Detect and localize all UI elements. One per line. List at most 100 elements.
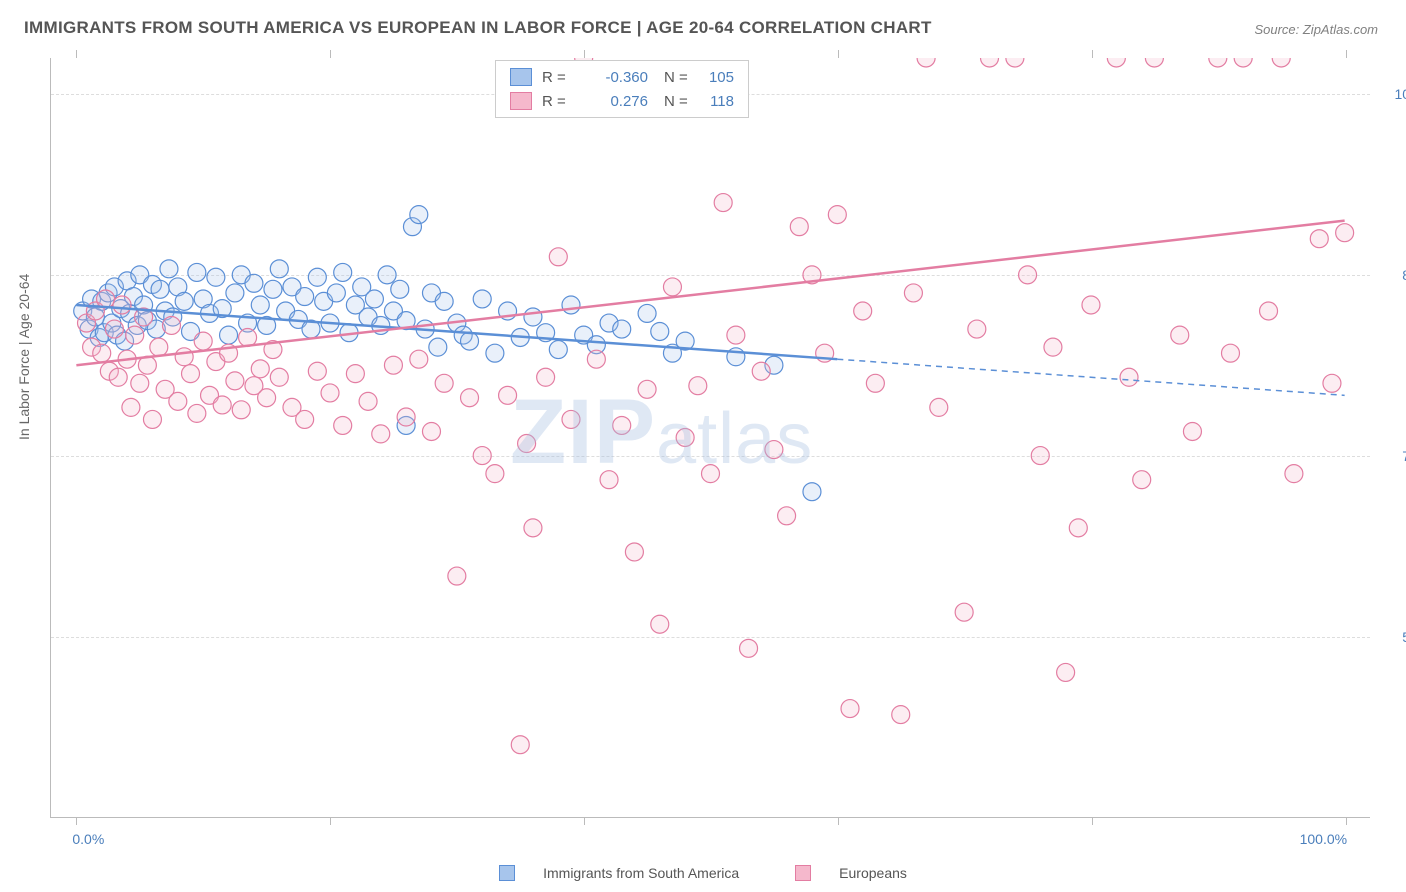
data-point [524, 308, 542, 326]
data-point [955, 603, 973, 621]
legend-label: Europeans [839, 865, 907, 881]
plot-area: 55.0%70.0%85.0%100.0%0.0%100.0% [50, 58, 1370, 818]
data-point [105, 320, 123, 338]
data-point [511, 736, 529, 754]
data-point [321, 384, 339, 402]
data-point [327, 284, 345, 302]
data-point [162, 316, 180, 334]
data-point [296, 288, 314, 306]
data-point [663, 278, 681, 296]
data-point [524, 519, 542, 537]
data-point [151, 280, 169, 298]
x-tick [330, 817, 331, 825]
data-point [1171, 326, 1189, 344]
data-point [422, 422, 440, 440]
data-point [518, 435, 536, 453]
data-point [638, 380, 656, 398]
correlation-legend-row: R =0.276N =118 [496, 89, 748, 113]
data-point [803, 483, 821, 501]
data-point [1336, 224, 1354, 242]
data-point [126, 326, 144, 344]
data-point [448, 567, 466, 585]
r-value: 0.276 [578, 93, 648, 110]
r-label: R = [542, 69, 578, 86]
data-point [334, 263, 352, 281]
data-point [1183, 422, 1201, 440]
data-point [384, 356, 402, 374]
data-point [765, 441, 783, 459]
x-tick-label: 0.0% [72, 831, 104, 847]
data-point [365, 290, 383, 308]
data-point [270, 260, 288, 278]
data-point [1272, 58, 1290, 67]
data-point [866, 374, 884, 392]
data-point [175, 348, 193, 366]
data-point [752, 362, 770, 380]
data-point [904, 284, 922, 302]
data-point [245, 274, 263, 292]
y-tick-label: 55.0% [1378, 629, 1406, 645]
data-point [122, 398, 140, 416]
data-point [220, 326, 238, 344]
chart-svg [51, 58, 1370, 817]
data-point [740, 639, 758, 657]
n-label: N = [664, 69, 694, 86]
data-point [1260, 302, 1278, 320]
data-point [981, 58, 999, 67]
y-tick-label: 100.0% [1378, 86, 1406, 102]
data-point [226, 372, 244, 390]
data-point [93, 344, 111, 362]
legend-label: Immigrants from South America [543, 865, 739, 881]
x-tick [76, 50, 77, 58]
data-point [1234, 58, 1252, 67]
data-point [600, 471, 618, 489]
data-point [150, 338, 168, 356]
data-point [175, 292, 193, 310]
legend-swatch [795, 865, 811, 881]
data-point [188, 404, 206, 422]
data-point [308, 268, 326, 286]
data-point [207, 268, 225, 286]
x-tick [76, 817, 77, 825]
data-point [854, 302, 872, 320]
legend-item: Europeans [781, 865, 921, 881]
legend-swatch [499, 865, 515, 881]
data-point [251, 360, 269, 378]
data-point [828, 206, 846, 224]
data-point [499, 386, 517, 404]
data-point [1221, 344, 1239, 362]
data-point [968, 320, 986, 338]
r-label: R = [542, 93, 578, 110]
data-point [113, 296, 131, 314]
legend-item: Immigrants from South America [485, 865, 753, 881]
data-point [562, 410, 580, 428]
data-point [1145, 58, 1163, 67]
x-tick [1346, 817, 1347, 825]
data-point [264, 280, 282, 298]
data-point [1120, 368, 1138, 386]
data-point [892, 706, 910, 724]
data-point [391, 280, 409, 298]
data-point [410, 350, 428, 368]
data-point [131, 374, 149, 392]
data-point [226, 284, 244, 302]
data-point [410, 206, 428, 224]
data-point [258, 389, 276, 407]
data-point [638, 304, 656, 322]
data-point [251, 296, 269, 314]
data-point [461, 332, 479, 350]
data-point [651, 615, 669, 633]
data-point [1323, 374, 1341, 392]
data-point [587, 350, 605, 368]
data-point [727, 326, 745, 344]
data-point [109, 368, 127, 386]
data-point [537, 368, 555, 386]
x-tick [584, 50, 585, 58]
data-point [1310, 230, 1328, 248]
data-point [1107, 58, 1125, 67]
x-tick [1346, 50, 1347, 58]
x-tick [584, 817, 585, 825]
data-point [182, 365, 200, 383]
source-attribution: Source: ZipAtlas.com [1254, 22, 1378, 37]
data-point [160, 260, 178, 278]
